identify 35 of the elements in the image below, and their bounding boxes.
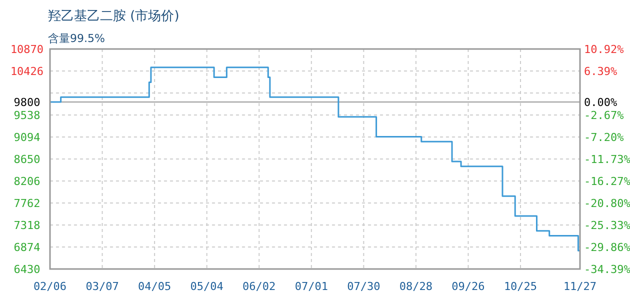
y-tick-label: 7762 [14,197,40,210]
x-tick-label: 10/25 [504,280,538,293]
y2-tick-label: -7.20% [584,130,624,144]
x-tick-label: 08/28 [399,280,433,293]
y2-tick-label: 10.92% [584,43,624,56]
y2-tick-label: 6.39% [584,64,618,78]
y-tick-label: 10426 [10,65,44,78]
x-tick-label: 02/06 [33,280,67,293]
y-tick-label: 10870 [10,43,44,56]
y2-tick-label: -20.80% [584,197,630,210]
x-tick-label: 04/05 [138,280,172,293]
y-tick-label: 7318 [14,219,40,232]
x-tick-label: 07/30 [347,280,380,293]
y-tick-label: 9800 [14,96,40,110]
y2-tick-label: -16.27% [584,175,630,188]
x-tick-label: 05/04 [190,280,224,293]
x-tick-label: 07/01 [294,280,328,293]
y-tick-label: 6430 [14,263,40,276]
chart-title: 羟乙基乙二胺 (市场价) [48,9,180,24]
y-tick-label: 9094 [14,131,41,144]
y2-tick-label: -25.33% [584,219,630,232]
y-tick-label: 9538 [14,109,40,122]
y2-tick-label: -34.39% [584,263,630,276]
x-tick-label: 06/02 [242,280,276,293]
y-tick-label: 8650 [14,153,40,166]
x-tick-label: 09/26 [452,280,485,293]
x-tick-label: 11/27 [563,280,597,293]
x-tick-label: 03/07 [86,280,119,293]
y-tick-label: 6874 [14,241,41,254]
y2-tick-label: -29.86% [584,241,630,254]
y2-tick-label: 0.00% [584,96,618,110]
y2-tick-label: -11.73% [584,152,630,166]
chart-subtitle: 含量99.5% [48,32,105,45]
y2-tick-label: -2.67% [584,108,624,122]
y-tick-label: 8206 [14,175,40,188]
